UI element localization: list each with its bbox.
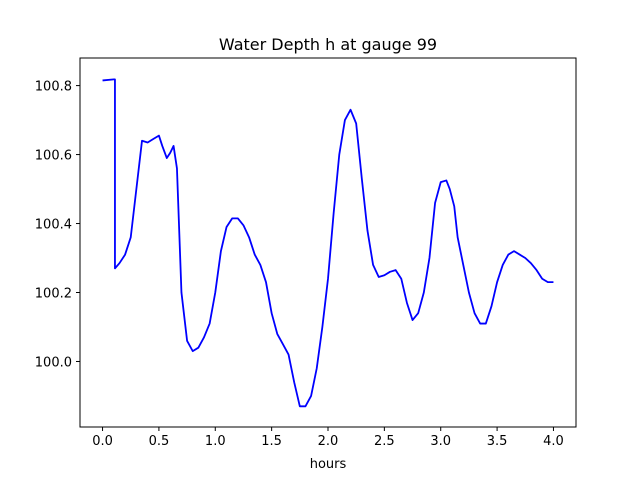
y-tick-label: 100.6 [35,149,72,164]
x-tick-label: 2.0 [318,434,339,449]
x-tick-label: 3.5 [487,434,508,449]
x-tick-label: 3.0 [430,434,451,449]
x-tick-label: 1.5 [261,434,282,449]
x-tick-label: 0.0 [92,434,113,449]
chart-title: Water Depth h at gauge 99 [219,35,437,54]
x-tick-label: 0.5 [149,434,170,449]
x-axis: 0.0 0.5 1.0 1.5 2.0 2.5 3.0 3.5 4.0 [92,427,564,449]
axes-frame [79,57,577,428]
y-tick-label: 100.8 [35,80,72,95]
x-tick-label: 4.0 [543,434,564,449]
y-tick-label: 100.2 [35,287,72,302]
x-tick-label: 2.5 [374,434,395,449]
x-axis-label: hours [310,457,347,472]
y-axis: 100.0 100.2 100.4 100.6 100.8 [35,80,80,370]
series-line-0 [102,78,554,408]
x-tick-label: 1.0 [205,434,226,449]
y-tick-label: 100.4 [35,218,72,233]
y-tick-label: 100.0 [35,355,72,370]
plot-area [102,78,554,408]
